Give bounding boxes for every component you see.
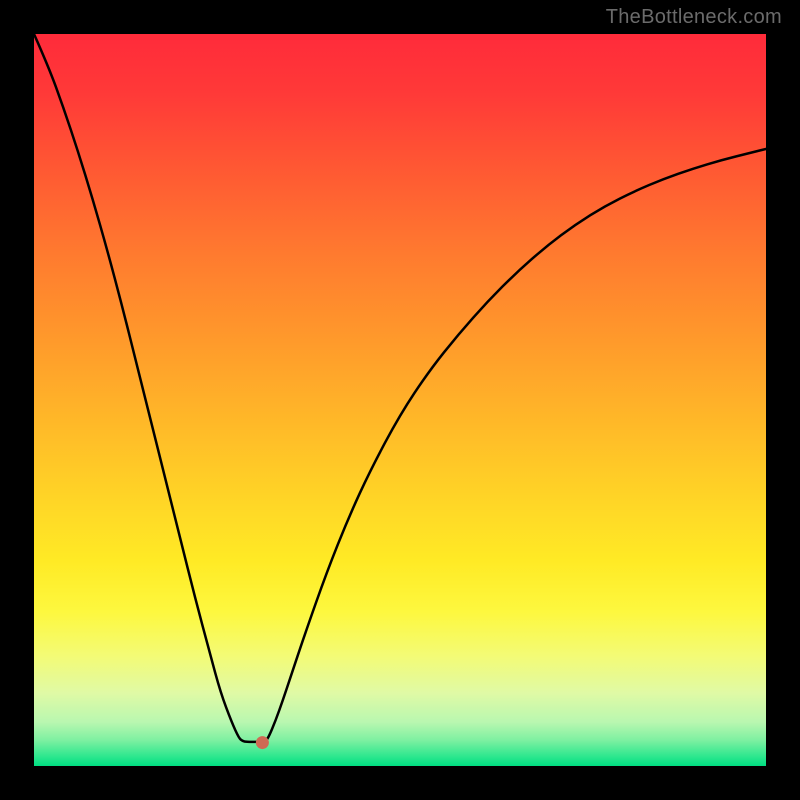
chart-plot-area: [34, 34, 766, 766]
watermark-text: TheBottleneck.com: [606, 6, 782, 29]
bottleneck-curve: [34, 34, 766, 742]
chart-curve-layer: [34, 34, 766, 766]
optimum-marker: [256, 736, 269, 749]
